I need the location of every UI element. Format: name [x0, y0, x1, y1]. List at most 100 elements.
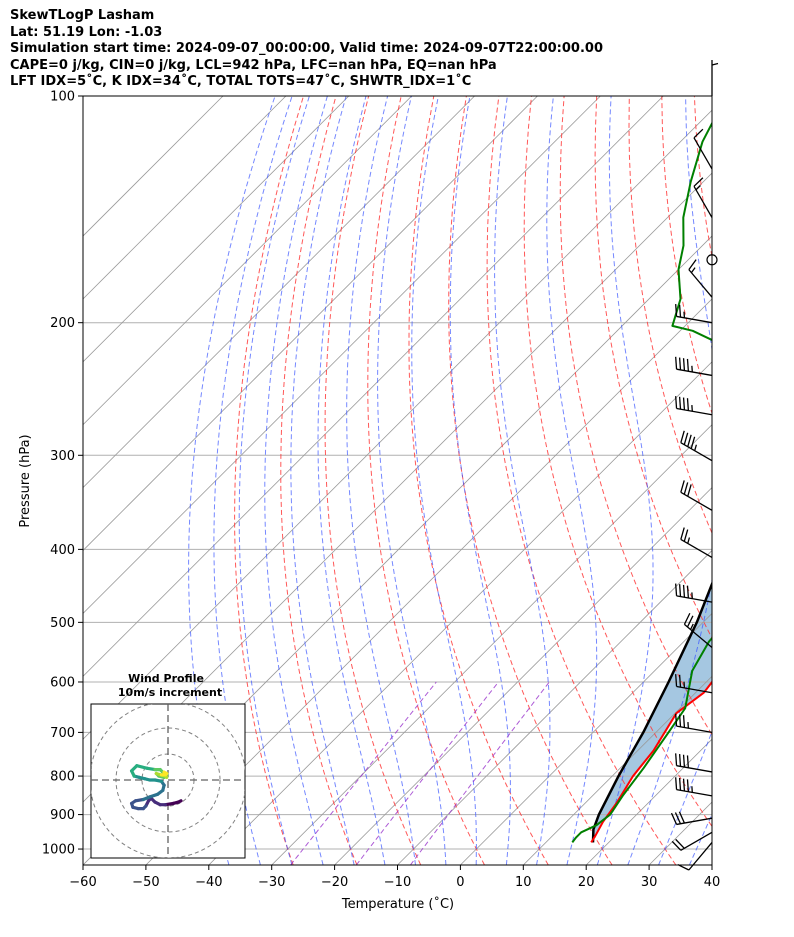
- dry-adiabat: [661, 96, 712, 415]
- dry-adiabat: [324, 96, 422, 865]
- barb-full: [678, 754, 682, 767]
- wind-barb: [670, 811, 713, 826]
- barb-full: [683, 529, 689, 542]
- x-tick-label: 30: [641, 875, 658, 890]
- barb-half: [687, 537, 691, 544]
- dry-adiabat: [559, 96, 712, 736]
- wind-barb: [706, 254, 718, 266]
- stability-indices-2: LFT IDX=5˚C, K IDX=34˚C, TOTAL TOTS=47˚C…: [10, 74, 472, 89]
- moist-adiabat: [290, 96, 355, 865]
- barb-staff: [676, 368, 713, 377]
- isotherm-line: [271, 424, 712, 865]
- x-tick-label: 10: [515, 875, 532, 890]
- dry-adiabat: [486, 96, 677, 865]
- isotherm-line: [83, 96, 475, 489]
- wind-barb: [693, 177, 713, 218]
- barb-half: [695, 185, 701, 191]
- barb-full: [678, 674, 682, 688]
- y-axis-label: Pressure (hPa): [18, 434, 33, 527]
- barb-full: [682, 358, 686, 371]
- dry-adiabat: [234, 96, 304, 865]
- wind-profile-hodograph: Wind Profile 10m/s increment: [90, 672, 246, 859]
- moist-adiabat-lines: [188, 96, 794, 865]
- wind-barb: [711, 60, 719, 96]
- wind-barb: [680, 480, 713, 511]
- barb-full: [682, 584, 686, 598]
- moist-adiabat: [720, 96, 794, 865]
- isotherm-line: [460, 612, 712, 865]
- isotherm-line: [83, 96, 287, 300]
- wind-barb: [675, 713, 713, 734]
- barb-staff: [680, 442, 713, 462]
- barb-full: [688, 259, 697, 270]
- chart-header: SkewTLogP Lasham Lat: 51.19 Lon: -1.03 S…: [10, 8, 603, 91]
- barb-half: [694, 444, 698, 451]
- y-tick-label: 600: [50, 675, 75, 690]
- parcel-profile: [591, 580, 712, 843]
- y-tick-label: 900: [50, 808, 75, 823]
- barb-staff: [676, 315, 713, 324]
- moist-adiabat: [264, 96, 328, 865]
- isotherm-line: [585, 738, 712, 865]
- barb-staff: [688, 269, 713, 298]
- barb-staff: [680, 831, 713, 851]
- wind-barb: [680, 430, 713, 462]
- station-coordinates: Lat: 51.19 Lon: -1.03: [10, 24, 163, 40]
- hodograph-subtitle: 10m/s increment: [118, 686, 222, 699]
- wind-barb: [680, 527, 713, 559]
- moist-adiabat: [627, 96, 712, 865]
- x-tick-label: −20: [321, 875, 348, 890]
- barb-full: [675, 674, 678, 687]
- dry-adiabat: [448, 96, 613, 865]
- wind-barb: [688, 259, 713, 298]
- barb-full: [680, 480, 685, 493]
- barb-full: [675, 304, 678, 317]
- moist-adiabat: [658, 730, 712, 865]
- wind-barb-column: [670, 60, 719, 871]
- isotherm-line: [523, 675, 712, 865]
- x-tick-label: −10: [384, 875, 411, 890]
- barb-full: [686, 358, 690, 372]
- barb-full: [677, 864, 690, 871]
- moist-adiabat: [346, 96, 416, 865]
- isotherm-line: [83, 96, 350, 363]
- barb-full: [686, 615, 694, 628]
- isotherm-line: [83, 96, 664, 677]
- wind-barb: [675, 753, 713, 773]
- dry-adiabat: [408, 96, 549, 865]
- dry-adiabat: [367, 96, 485, 865]
- barb-staff: [676, 789, 713, 797]
- barb-full: [686, 779, 690, 792]
- barb-full: [670, 812, 678, 825]
- barb-full: [675, 356, 678, 370]
- barb-full: [674, 812, 682, 825]
- moist-adiabat: [449, 96, 511, 865]
- moist-adiabat: [188, 96, 276, 865]
- barb-full: [678, 811, 686, 824]
- barb-staff: [676, 765, 713, 773]
- x-tick-label: 0: [456, 875, 464, 890]
- y-tick-label: 500: [50, 616, 75, 631]
- barb-staff: [676, 685, 713, 694]
- moist-adiabat: [377, 96, 447, 865]
- barb-half: [689, 623, 694, 630]
- barb-staff: [676, 725, 713, 734]
- y-axis-ticks: 100 200 300 400 500 600 700 800 900 1000: [42, 90, 83, 858]
- dry-adiabat: [523, 96, 712, 828]
- isotherm-line: [145, 298, 712, 865]
- barb-full: [675, 777, 678, 790]
- barb-full: [682, 397, 686, 410]
- moist-adiabat: [546, 96, 598, 865]
- barb-full: [675, 713, 678, 727]
- y-tick-label: 1000: [42, 843, 75, 858]
- barb-full: [678, 584, 682, 597]
- barb-full: [682, 715, 686, 728]
- y-tick-label: 300: [50, 449, 75, 464]
- dry-adiabat: [760, 96, 794, 865]
- barb-full: [683, 432, 689, 445]
- y-tick-label: 100: [50, 90, 75, 105]
- isotherm-line: [334, 487, 712, 865]
- x-tick-label: −60: [69, 875, 96, 890]
- x-tick-label: 20: [578, 875, 595, 890]
- mixing-ratio-line: [355, 681, 499, 865]
